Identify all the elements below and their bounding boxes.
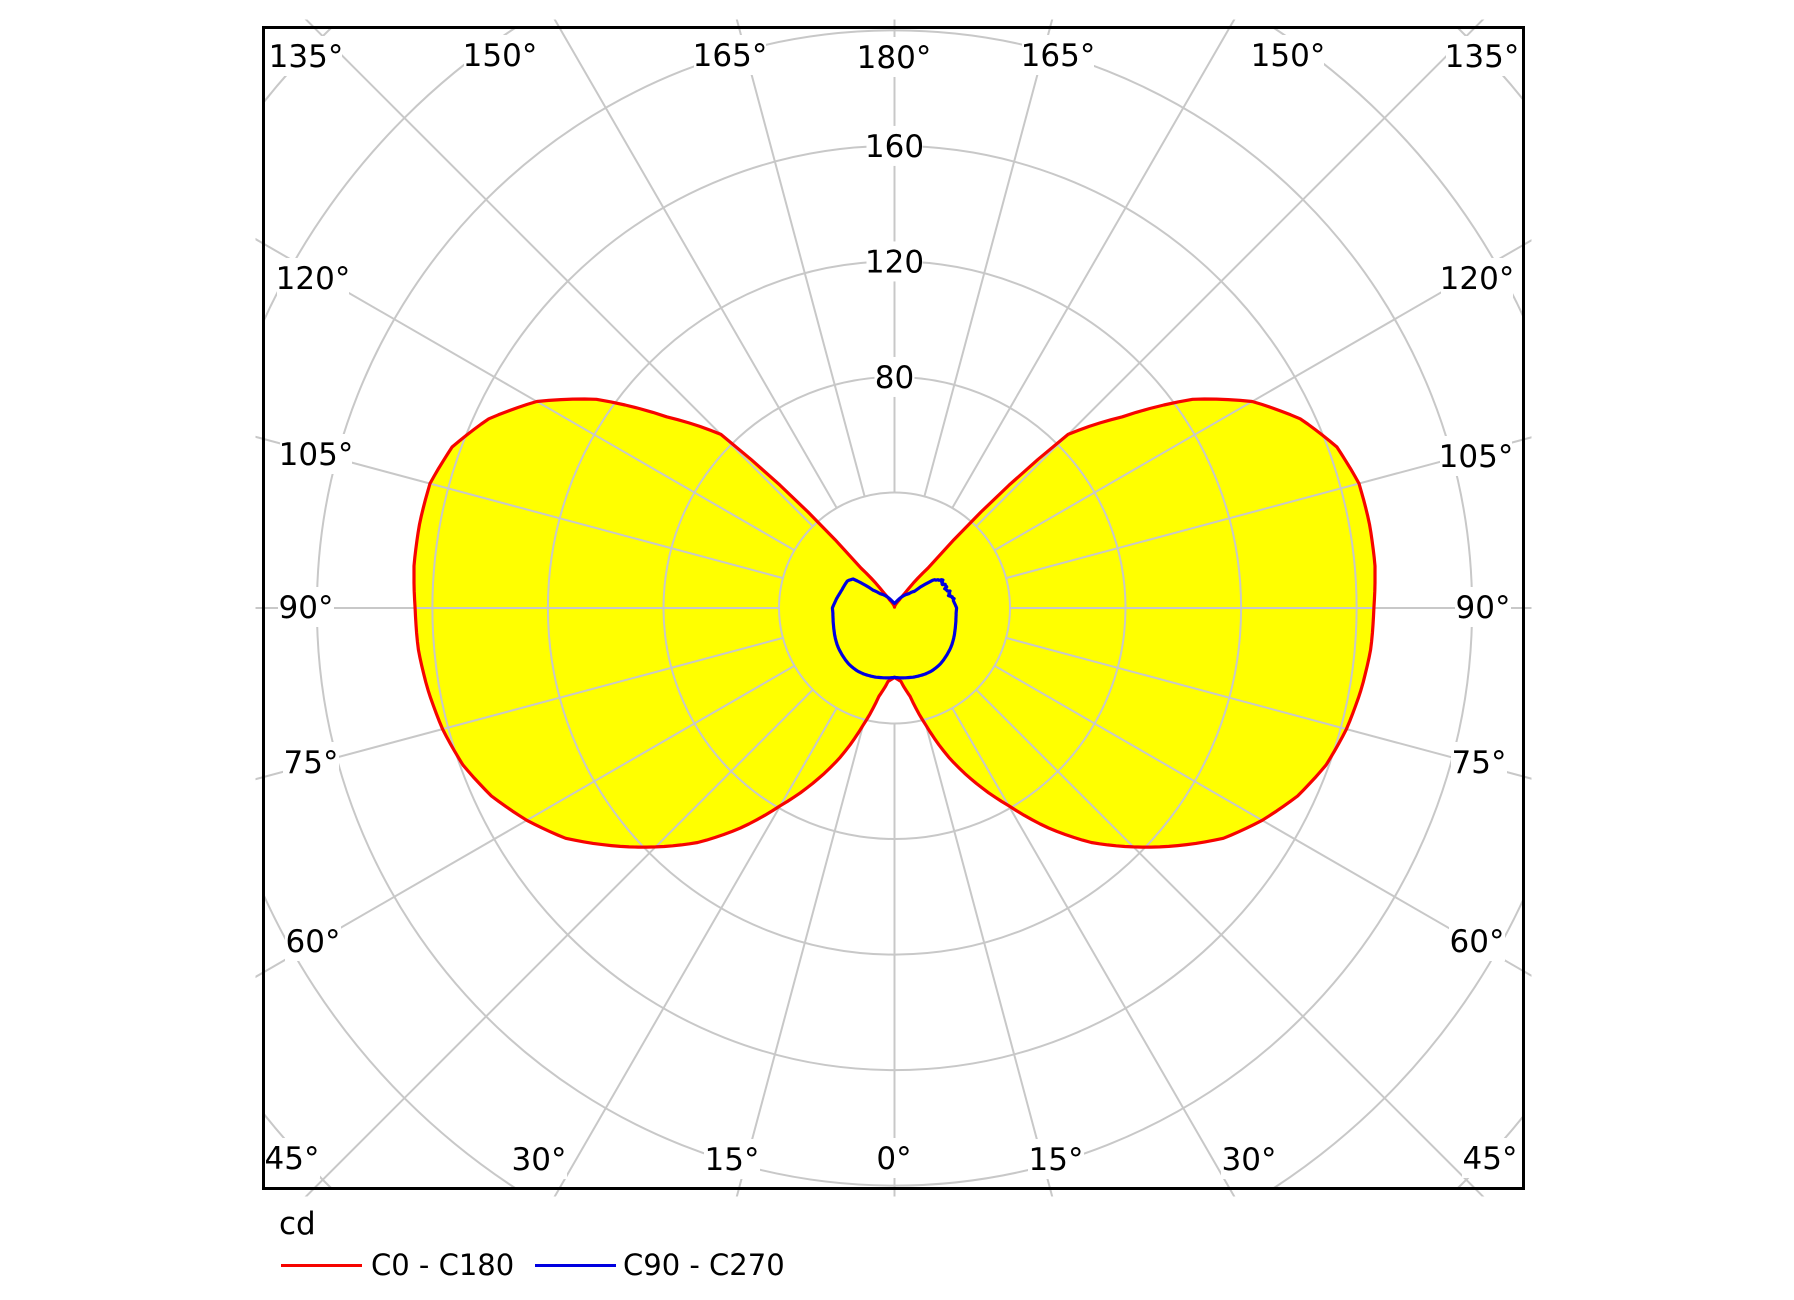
- angle-label-right-0-bg: [1441, 258, 1513, 298]
- angle-label-left-0: 120°: [276, 261, 351, 297]
- angle-label-top-0: 135°: [269, 39, 344, 75]
- angle-label-right-4: 60°: [1450, 924, 1505, 960]
- angle-label-bottom-2: 0°: [876, 1141, 911, 1177]
- angle-label-right-2-bg: [1455, 587, 1511, 627]
- grid-ray-60-right: [994, 664, 1532, 977]
- legend-label-c0-c180: C0 - C180: [371, 1248, 515, 1282]
- angle-label-bottom-3: 15°: [1029, 1142, 1084, 1178]
- angle-label-top-2: 165°: [693, 38, 768, 74]
- grid-ray-15-left: [735, 719, 866, 1197]
- grid-ray-30-left: [553, 707, 838, 1197]
- angle-label-top-1: 150°: [463, 38, 538, 74]
- angle-label-top-4: 165°: [1021, 38, 1096, 74]
- angle-label-bottom-0: 30°: [512, 1142, 567, 1178]
- angle-label-top-5: 150°: [1251, 38, 1326, 74]
- angle-label-bottom-2-bg: [874, 1138, 914, 1178]
- angle-label-top-4-bg: [1022, 35, 1094, 75]
- angle-label-left-1: 105°: [279, 437, 354, 473]
- angle-label-left-1-bg: [280, 434, 352, 474]
- angle-label-top-6: 135°: [1445, 39, 1520, 75]
- angle-label-right-4-bg: [1449, 921, 1505, 961]
- angle-label-top-6-bg: [1446, 36, 1518, 76]
- angle-label-right-3-bg: [1451, 742, 1507, 782]
- grid-ray-30-right: [951, 707, 1236, 1197]
- angle-label-right-2: 90°: [1456, 590, 1511, 626]
- c0-c180-fill: [414, 399, 1375, 848]
- angle-label-top-5-bg: [1252, 35, 1324, 75]
- grid-ray-60-left: [255, 664, 795, 979]
- plot-frame: [262, 26, 1525, 1190]
- legend-swatch-c90-c270: [535, 1264, 616, 1267]
- ring-label-80: 80: [875, 360, 914, 396]
- angle-label-bottom-1-bg: [704, 1139, 760, 1179]
- ring-label-120: 120: [865, 244, 924, 280]
- angle-label-bottom-3-bg: [1028, 1139, 1084, 1179]
- legend-label-c90-c270: C90 - C270: [623, 1248, 785, 1282]
- unit-label: cd: [279, 1206, 316, 1242]
- angle-label-left-3: 75°: [284, 745, 339, 781]
- angle-label-left-3-bg: [283, 742, 339, 782]
- angle-label-right-1-bg: [1440, 436, 1512, 476]
- grid-ray-165-right: [923, 19, 1054, 497]
- ring-label-160-bg: [866, 125, 923, 166]
- angle-label-right-5: 45°: [1463, 1141, 1518, 1177]
- angle-label-bottom-4-bg: [1221, 1139, 1277, 1179]
- legend: C0 - C180 C90 - C270: [0, 1248, 1794, 1288]
- grid-ray-105-right: [1005, 436, 1532, 580]
- grid-ray-45-left: [304, 688, 814, 1197]
- angle-label-top-0-bg: [270, 36, 342, 76]
- grid-ray-165-left: [735, 19, 866, 497]
- curve-c0-c180: [412, 397, 1377, 849]
- grid-ring-40: [778, 491, 1011, 725]
- angle-label-right-0: 120°: [1440, 261, 1515, 297]
- grid-ray-150-left: [553, 19, 838, 509]
- ring-label-160: 160: [865, 129, 924, 165]
- grid-ray-120-right: [994, 239, 1532, 552]
- grid-ray-15-right: [923, 719, 1054, 1197]
- angle-label-top-3: 180°: [857, 40, 932, 76]
- grid-ray-105-left: [255, 435, 784, 580]
- angle-label-top-2-bg: [694, 35, 766, 75]
- angle-label-top-3-bg: [858, 37, 930, 77]
- angle-label-bottom-1: 15°: [705, 1142, 760, 1178]
- angle-label-top-1-bg: [464, 35, 536, 75]
- grid-ray-75-right: [1005, 636, 1532, 780]
- grid-ray-150-right: [951, 19, 1236, 509]
- ring-label-120-bg: [866, 241, 923, 282]
- angle-label-left-5: 45°: [265, 1141, 320, 1177]
- grid-ray-75-left: [255, 636, 784, 781]
- legend-swatch-c0-c180: [281, 1264, 362, 1267]
- grid-ray-120-left: [255, 237, 795, 552]
- angle-label-right-3: 75°: [1452, 745, 1507, 781]
- angle-label-left-4-bg: [285, 921, 341, 961]
- angle-label-left-2-bg: [278, 587, 334, 627]
- angle-label-left-4: 60°: [286, 924, 341, 960]
- angle-label-right-5-bg: [1462, 1138, 1518, 1178]
- angle-label-left-5-bg: [264, 1138, 320, 1178]
- angle-label-left-0-bg: [277, 258, 349, 298]
- ring-label-80-bg: [874, 356, 915, 397]
- angle-label-left-2: 90°: [279, 590, 334, 626]
- angle-label-right-1: 105°: [1439, 439, 1514, 475]
- angle-label-bottom-4: 30°: [1222, 1142, 1277, 1178]
- curve-c90-c270: [830, 577, 959, 680]
- angle-label-bottom-0-bg: [511, 1139, 567, 1179]
